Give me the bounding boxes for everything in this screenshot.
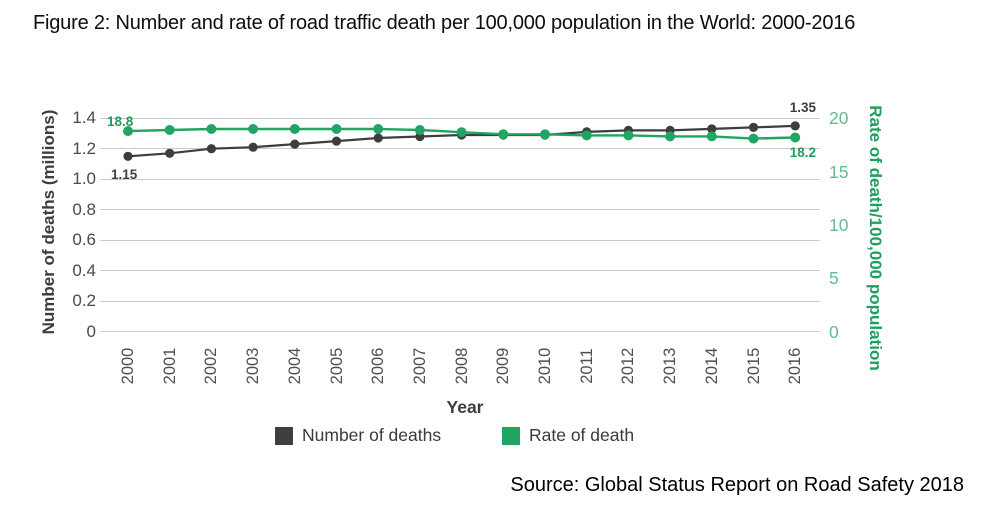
right-axis-title: Rate of death/100,000 population — [866, 105, 885, 371]
annotation-rate-2000: 18.8 — [107, 114, 134, 129]
rate-point — [331, 124, 342, 134]
y-axis-right-tick-label: 15 — [829, 161, 849, 182]
rate-point — [540, 129, 550, 140]
rate-point — [706, 131, 717, 142]
y-axis-right-tick-label: 20 — [829, 108, 849, 129]
rate-point — [164, 125, 175, 135]
y-axis-left-tick-label: 0.2 — [72, 291, 96, 311]
y-axis-left-tick-label: 1.4 — [72, 108, 96, 128]
y-axis-left-tick-label: 0.4 — [72, 260, 96, 280]
y-axis-left-tick-label: 0.6 — [72, 230, 96, 250]
rate-point — [456, 127, 467, 138]
legend-swatch-rate — [502, 426, 520, 445]
annotation-deaths-2000: 1.15 — [111, 167, 138, 182]
gridline — [100, 178, 820, 180]
y-axis-left-tick-label: 1.2 — [72, 138, 96, 158]
rate-point — [289, 124, 300, 134]
rate-point — [581, 130, 592, 141]
annotation-deaths-2016: 1.35 — [789, 100, 816, 115]
rate-point — [748, 133, 759, 144]
rate-point — [248, 124, 259, 134]
deaths-point — [707, 124, 717, 134]
y-axis-right-tick-label: 0 — [829, 321, 839, 342]
deaths-point — [331, 136, 342, 146]
legend-item-rate: Rate of death — [502, 425, 634, 446]
legend-swatch-deaths — [275, 426, 293, 445]
rate-point — [206, 124, 217, 134]
deaths-point — [290, 139, 300, 149]
rate-point — [123, 126, 133, 137]
deaths-point — [123, 151, 133, 161]
y-axis-left-tick-label: 1.0 — [72, 169, 96, 189]
deaths-point — [248, 142, 258, 152]
rate-point — [414, 125, 425, 135]
y-axis-right-tick-label: 5 — [829, 268, 839, 289]
deaths-point — [790, 121, 800, 131]
deaths-point — [165, 148, 175, 158]
gridline — [100, 331, 820, 332]
deaths-point — [373, 133, 383, 143]
annotation-rate-2016: 18.2 — [789, 145, 816, 160]
y-axis-left-tick-label: 0.8 — [72, 199, 96, 219]
legend-item-deaths: Number of deaths — [275, 425, 441, 446]
x-axis-title: Year — [446, 397, 484, 417]
deaths-point — [748, 122, 759, 132]
rate-point — [790, 132, 801, 143]
y-axis-left-tick-label: 0 — [86, 321, 96, 341]
legend-label-rate: Rate of death — [529, 425, 635, 445]
gridline — [100, 209, 820, 211]
gridline — [100, 270, 820, 272]
deaths-point — [206, 144, 216, 154]
gridline — [100, 239, 820, 241]
rate-point — [665, 131, 676, 142]
left-axis-title: Number of deaths (millions) — [39, 109, 58, 335]
gridline — [100, 117, 820, 119]
figure-title: Figure 2: Number and rate of road traffi… — [33, 12, 856, 34]
rate-point — [373, 124, 384, 134]
gridline — [100, 300, 820, 302]
y-axis-right-tick-label: 10 — [829, 214, 849, 235]
rate-point — [498, 129, 509, 140]
legend-label-deaths: Number of deaths — [302, 425, 442, 445]
source-note: Source: Global Status Report on Road Saf… — [510, 474, 964, 496]
rate-point — [623, 130, 634, 141]
gridline — [100, 148, 820, 150]
